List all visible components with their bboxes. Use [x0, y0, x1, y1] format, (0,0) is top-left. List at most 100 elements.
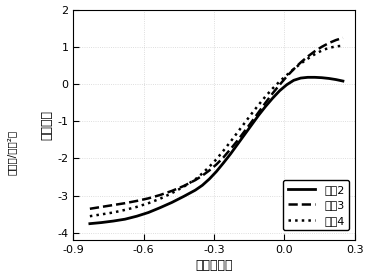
样品3: [334, 38, 338, 42]
样品4: [214, 158, 218, 161]
样品3: [263, 101, 268, 104]
样品2: [99, 221, 104, 224]
样品3: [270, 92, 275, 95]
Text: （毫安/厘米²）: （毫安/厘米²）: [7, 130, 17, 175]
样品4: [256, 103, 261, 106]
样品2: [214, 170, 218, 173]
样品2: [277, 89, 282, 92]
样品4: [123, 208, 127, 212]
样品2: [200, 184, 204, 187]
样品3: [320, 45, 324, 48]
样品3: [313, 49, 317, 53]
样品4: [135, 205, 139, 208]
样品3: [123, 202, 127, 205]
Line: 样品4: 样品4: [90, 46, 343, 216]
样品2: [334, 78, 338, 81]
样品4: [193, 178, 197, 181]
样品4: [207, 165, 211, 168]
样品4: [221, 149, 225, 152]
样品3: [111, 203, 115, 207]
样品2: [299, 76, 303, 80]
样品4: [158, 197, 162, 200]
样品4: [249, 112, 254, 115]
样品3: [306, 55, 310, 58]
样品4: [111, 211, 115, 214]
样品3: [207, 169, 211, 172]
样品2: [123, 217, 127, 221]
样品4: [299, 62, 303, 65]
样品2: [135, 215, 139, 218]
X-axis label: 电压（伏）: 电压（伏）: [195, 259, 233, 272]
样品3: [221, 156, 225, 159]
样品3: [146, 197, 151, 200]
样品3: [249, 120, 254, 124]
样品4: [88, 215, 92, 218]
样品2: [228, 152, 233, 156]
样品2: [88, 222, 92, 225]
样品3: [200, 174, 204, 177]
样品4: [327, 46, 331, 49]
样品2: [292, 79, 296, 82]
样品2: [270, 96, 275, 100]
样品4: [200, 172, 204, 175]
样品3: [88, 207, 92, 210]
样品3: [214, 163, 218, 166]
Legend: 样品2, 样品3, 样品4: 样品2, 样品3, 样品4: [283, 180, 349, 230]
Line: 样品2: 样品2: [90, 77, 343, 224]
样品4: [292, 68, 296, 71]
样品3: [182, 184, 186, 188]
样品4: [306, 57, 310, 60]
样品4: [146, 202, 151, 205]
样品2: [313, 76, 317, 79]
样品2: [242, 133, 247, 136]
Y-axis label: 电流密度: 电流密度: [40, 110, 53, 140]
样品3: [327, 41, 331, 45]
样品3: [158, 193, 162, 197]
样品4: [277, 80, 282, 83]
样品4: [263, 95, 268, 98]
样品4: [341, 44, 345, 47]
样品2: [146, 211, 151, 214]
样品3: [99, 205, 104, 208]
样品2: [256, 114, 261, 117]
样品4: [228, 140, 233, 143]
样品4: [170, 192, 174, 195]
样品4: [242, 121, 247, 125]
样品2: [170, 201, 174, 204]
样品4: [284, 73, 289, 77]
样品4: [320, 49, 324, 52]
样品2: [320, 76, 324, 79]
样品2: [284, 83, 289, 86]
样品2: [263, 105, 268, 108]
样品3: [242, 130, 247, 133]
样品3: [256, 111, 261, 114]
样品3: [299, 61, 303, 64]
样品3: [135, 199, 139, 203]
样品3: [228, 148, 233, 151]
样品4: [99, 213, 104, 216]
样品2: [182, 195, 186, 198]
样品4: [182, 185, 186, 188]
样品2: [306, 76, 310, 79]
样品3: [235, 139, 240, 142]
样品4: [270, 87, 275, 90]
样品3: [341, 36, 345, 39]
样品2: [235, 143, 240, 146]
样品3: [292, 68, 296, 71]
样品3: [193, 178, 197, 182]
样品2: [158, 206, 162, 209]
样品2: [327, 77, 331, 80]
样品2: [249, 123, 254, 127]
样品2: [193, 188, 197, 192]
样品3: [284, 75, 289, 78]
样品2: [221, 161, 225, 165]
样品4: [235, 131, 240, 134]
Line: 样品3: 样品3: [90, 38, 343, 209]
样品2: [111, 219, 115, 223]
样品4: [313, 53, 317, 56]
样品3: [277, 83, 282, 86]
样品4: [334, 45, 338, 48]
样品2: [207, 177, 211, 181]
样品3: [170, 189, 174, 193]
样品2: [341, 80, 345, 83]
